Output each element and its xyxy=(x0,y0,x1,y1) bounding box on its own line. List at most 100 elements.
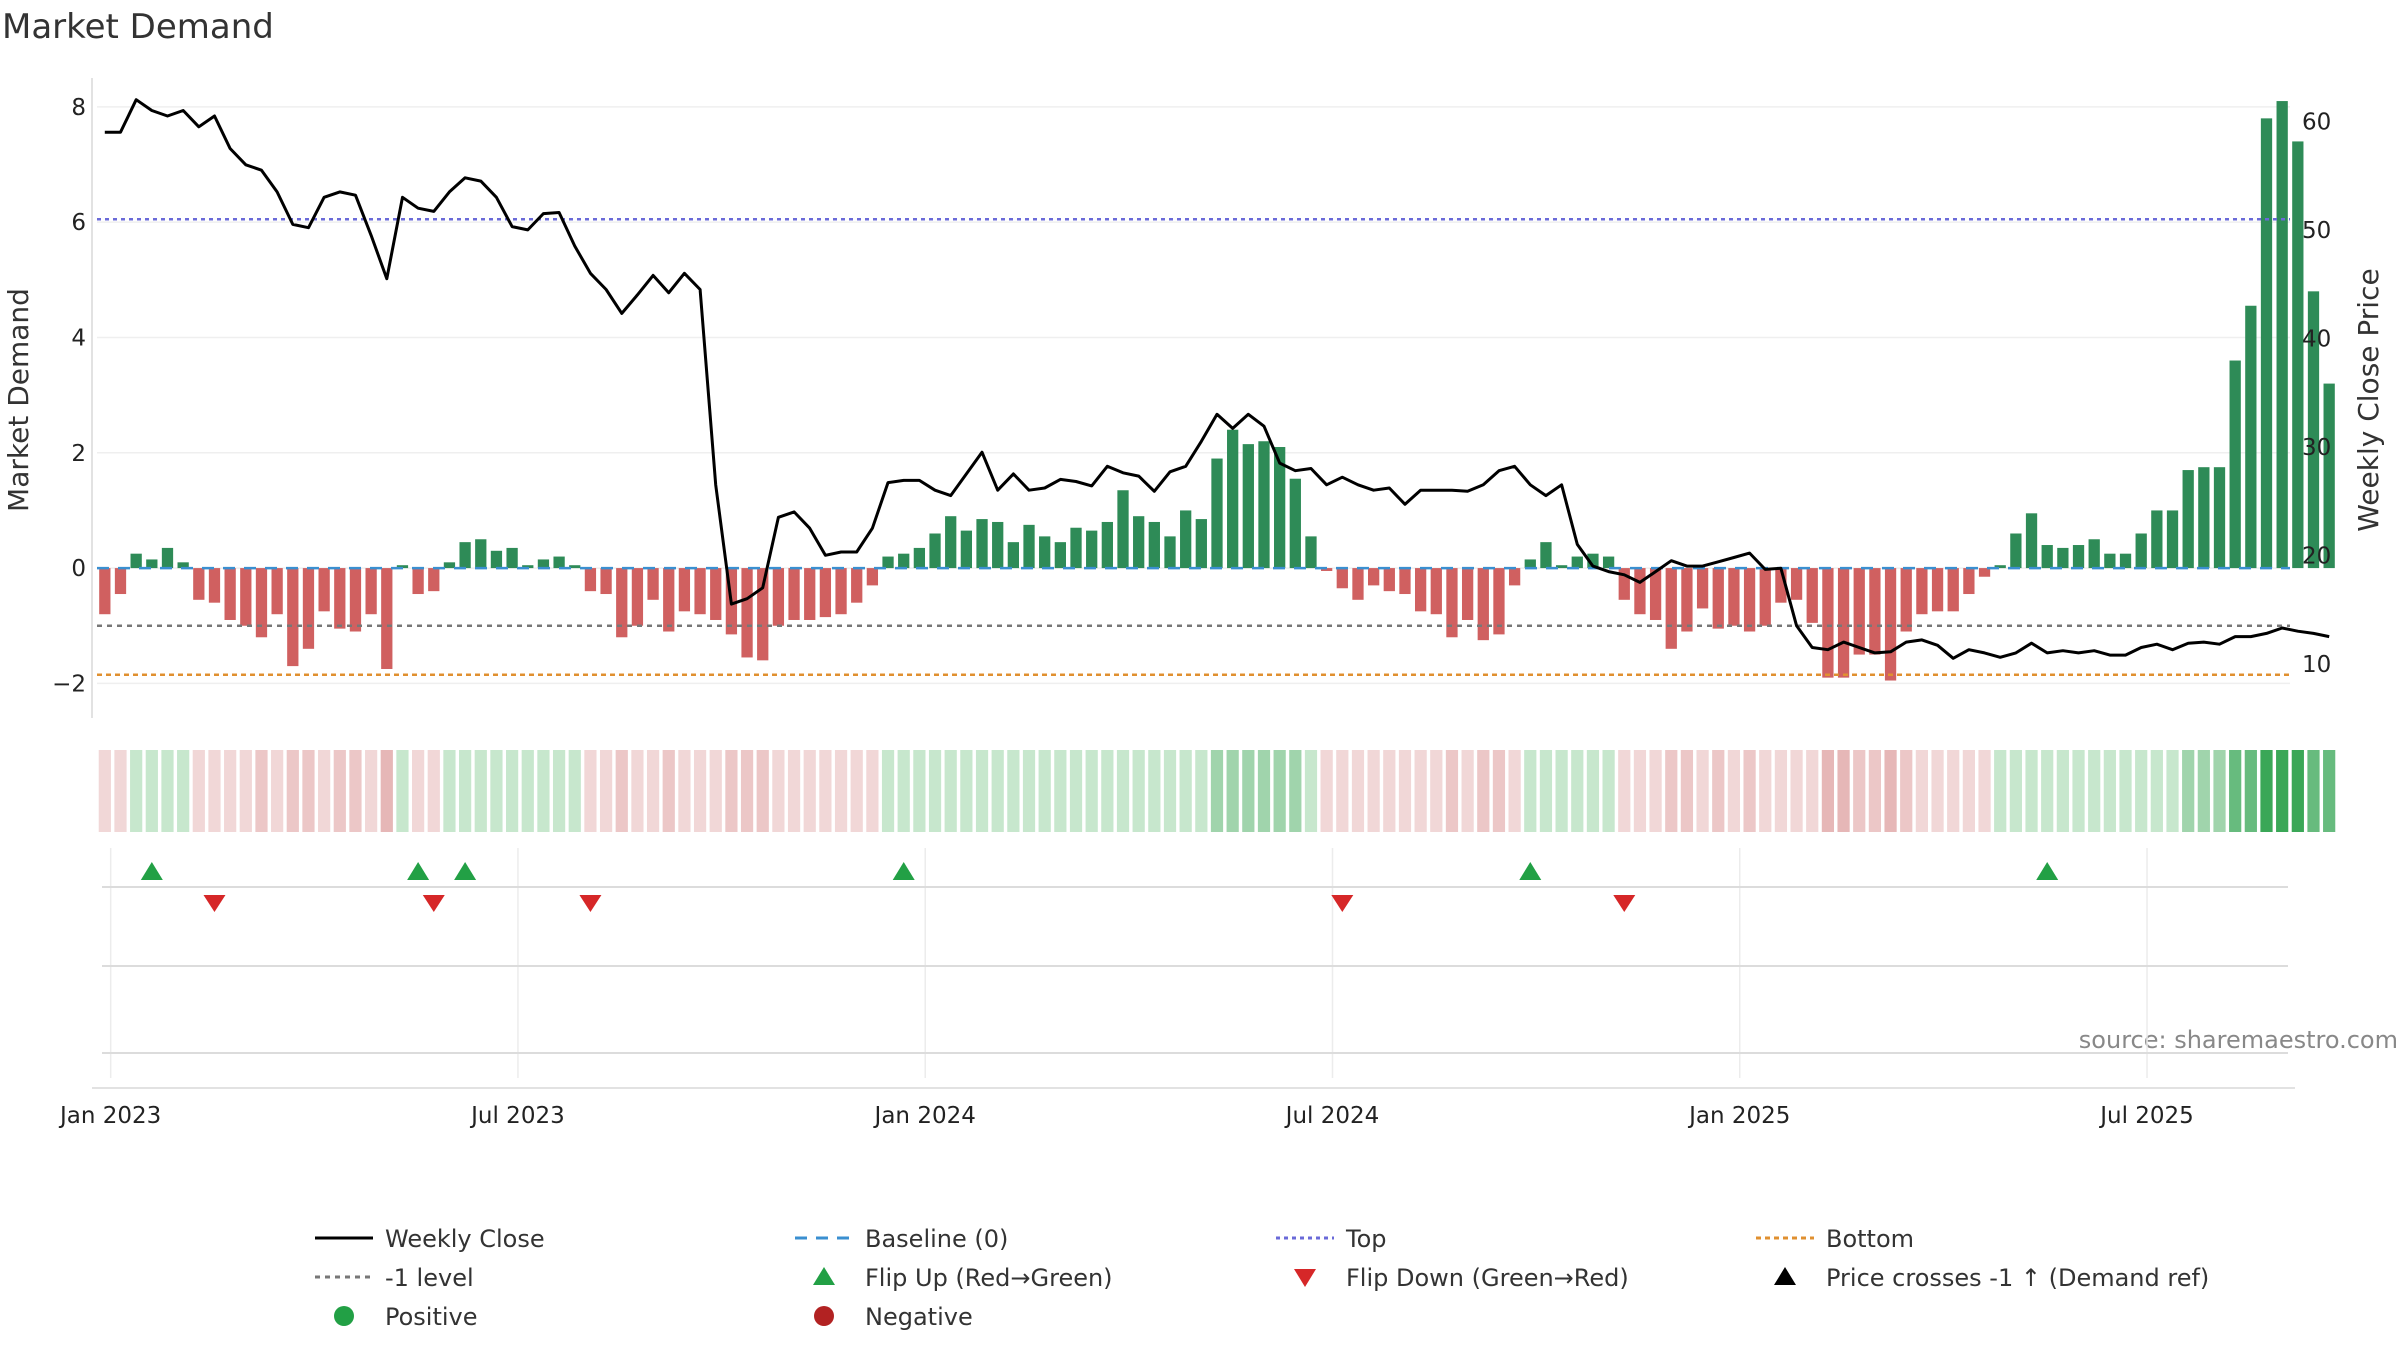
strip-cell xyxy=(787,750,801,832)
demand-bar xyxy=(1054,542,1066,569)
demand-bar xyxy=(2307,291,2320,569)
strip-cell xyxy=(114,750,127,832)
strip-cell xyxy=(913,750,926,832)
demand-bar xyxy=(1258,441,1270,569)
strip-cell xyxy=(177,750,190,832)
demand-bar xyxy=(2119,553,2132,569)
demand-bar xyxy=(1070,527,1082,569)
demand-bar xyxy=(443,562,456,569)
strip-cell xyxy=(208,750,221,832)
demand-bar xyxy=(2292,141,2304,569)
legend-label: Top xyxy=(1345,1225,1387,1253)
strip-cell xyxy=(318,750,331,832)
demand-bar xyxy=(1540,542,1552,569)
right-tick-label: 30 xyxy=(2302,435,2331,461)
strip-cell xyxy=(459,750,472,832)
strip-cell xyxy=(2307,750,2320,832)
strip-cell xyxy=(2213,750,2226,832)
reference-lines xyxy=(97,218,2290,677)
strip-cell xyxy=(881,750,895,832)
demand-bar xyxy=(2182,470,2194,569)
strip-cell xyxy=(1210,750,1224,832)
flip-down-marker xyxy=(1331,895,1354,912)
demand-bar xyxy=(2323,383,2335,569)
strip-cell xyxy=(365,750,378,832)
strip-cell xyxy=(1931,750,1944,832)
strip-cell xyxy=(1492,750,1506,832)
demand-bar xyxy=(255,568,268,638)
demand-bar xyxy=(2072,545,2085,569)
strip-cell xyxy=(1680,750,1694,832)
strip-cell xyxy=(1508,750,1521,832)
demand-bar xyxy=(490,550,503,569)
strip-cell xyxy=(1915,750,1928,832)
demand-bar xyxy=(647,568,659,600)
strip-cell xyxy=(224,750,237,832)
right-tick-label: 40 xyxy=(2302,326,2331,352)
strip-cell xyxy=(443,750,456,832)
demand-bar xyxy=(1947,568,1959,612)
strip-cell xyxy=(537,750,550,832)
demand-bar xyxy=(475,539,487,569)
strip-cell xyxy=(1571,750,1584,832)
left-tick-label: 8 xyxy=(71,95,86,121)
strip-cell xyxy=(1602,750,1615,832)
demand-bar xyxy=(1368,568,1380,586)
demand-bar xyxy=(1775,568,1787,603)
demand-bar xyxy=(663,568,675,632)
strip-cell xyxy=(2025,750,2038,832)
demand-bar xyxy=(1696,568,1709,609)
demand-bar xyxy=(1931,568,1944,612)
strip-cell xyxy=(255,750,268,832)
strip-cell xyxy=(866,750,879,832)
strip-cell xyxy=(1336,750,1349,832)
strip-cell xyxy=(161,750,174,832)
strip-cell xyxy=(1273,750,1286,832)
demand-bar xyxy=(2276,101,2288,569)
strip-cell xyxy=(568,750,581,832)
demand-bar xyxy=(2198,467,2210,569)
demand-bar xyxy=(2057,547,2069,569)
demand-bar xyxy=(819,568,832,618)
strip-cell xyxy=(1727,750,1741,832)
strip-cell xyxy=(1226,750,1239,832)
demand-bar xyxy=(1712,568,1724,629)
demand-bar xyxy=(1477,568,1489,641)
strip-cell xyxy=(427,750,440,832)
demand-bar xyxy=(976,519,988,569)
demand-bar xyxy=(631,568,644,626)
demand-bar xyxy=(1023,524,1035,569)
strip-cell xyxy=(2260,750,2273,832)
strip-cell xyxy=(1304,750,1318,832)
strip-cell xyxy=(1007,750,1020,832)
flip-up-marker xyxy=(140,862,163,880)
demand-bar xyxy=(757,568,769,661)
flip-up-marker xyxy=(407,862,430,880)
demand-bar xyxy=(2260,118,2273,569)
legend-label: Weekly Close xyxy=(385,1225,545,1253)
demand-bar xyxy=(1869,568,1881,655)
strip-cell xyxy=(1868,750,1882,832)
demand-bar xyxy=(1242,444,1254,569)
demand-bar xyxy=(2166,510,2179,569)
left-axis-label: Market Demand xyxy=(2,288,35,512)
strip-cell xyxy=(474,750,487,832)
strip-cell xyxy=(396,750,409,832)
strip-cell xyxy=(1712,750,1725,832)
demand-bar xyxy=(224,568,236,620)
strip-cell xyxy=(1257,750,1271,832)
strip-cell xyxy=(2009,750,2022,832)
strip-cell xyxy=(944,750,957,832)
x-tick-label: Jul 2025 xyxy=(2098,1103,2194,1129)
strip-cell xyxy=(271,750,284,832)
legend-label: Baseline (0) xyxy=(865,1225,1008,1253)
demand-bar xyxy=(1884,568,1897,681)
demand-bar xyxy=(2229,360,2241,569)
demand-bar xyxy=(851,568,863,603)
demand-bar xyxy=(287,568,299,667)
demand-bar xyxy=(349,568,362,632)
demand-bar xyxy=(1461,568,1474,620)
strip-cell xyxy=(928,750,942,832)
weekly-close-line xyxy=(104,98,2330,660)
right-axis-label: Weekly Close Price xyxy=(2352,268,2385,531)
